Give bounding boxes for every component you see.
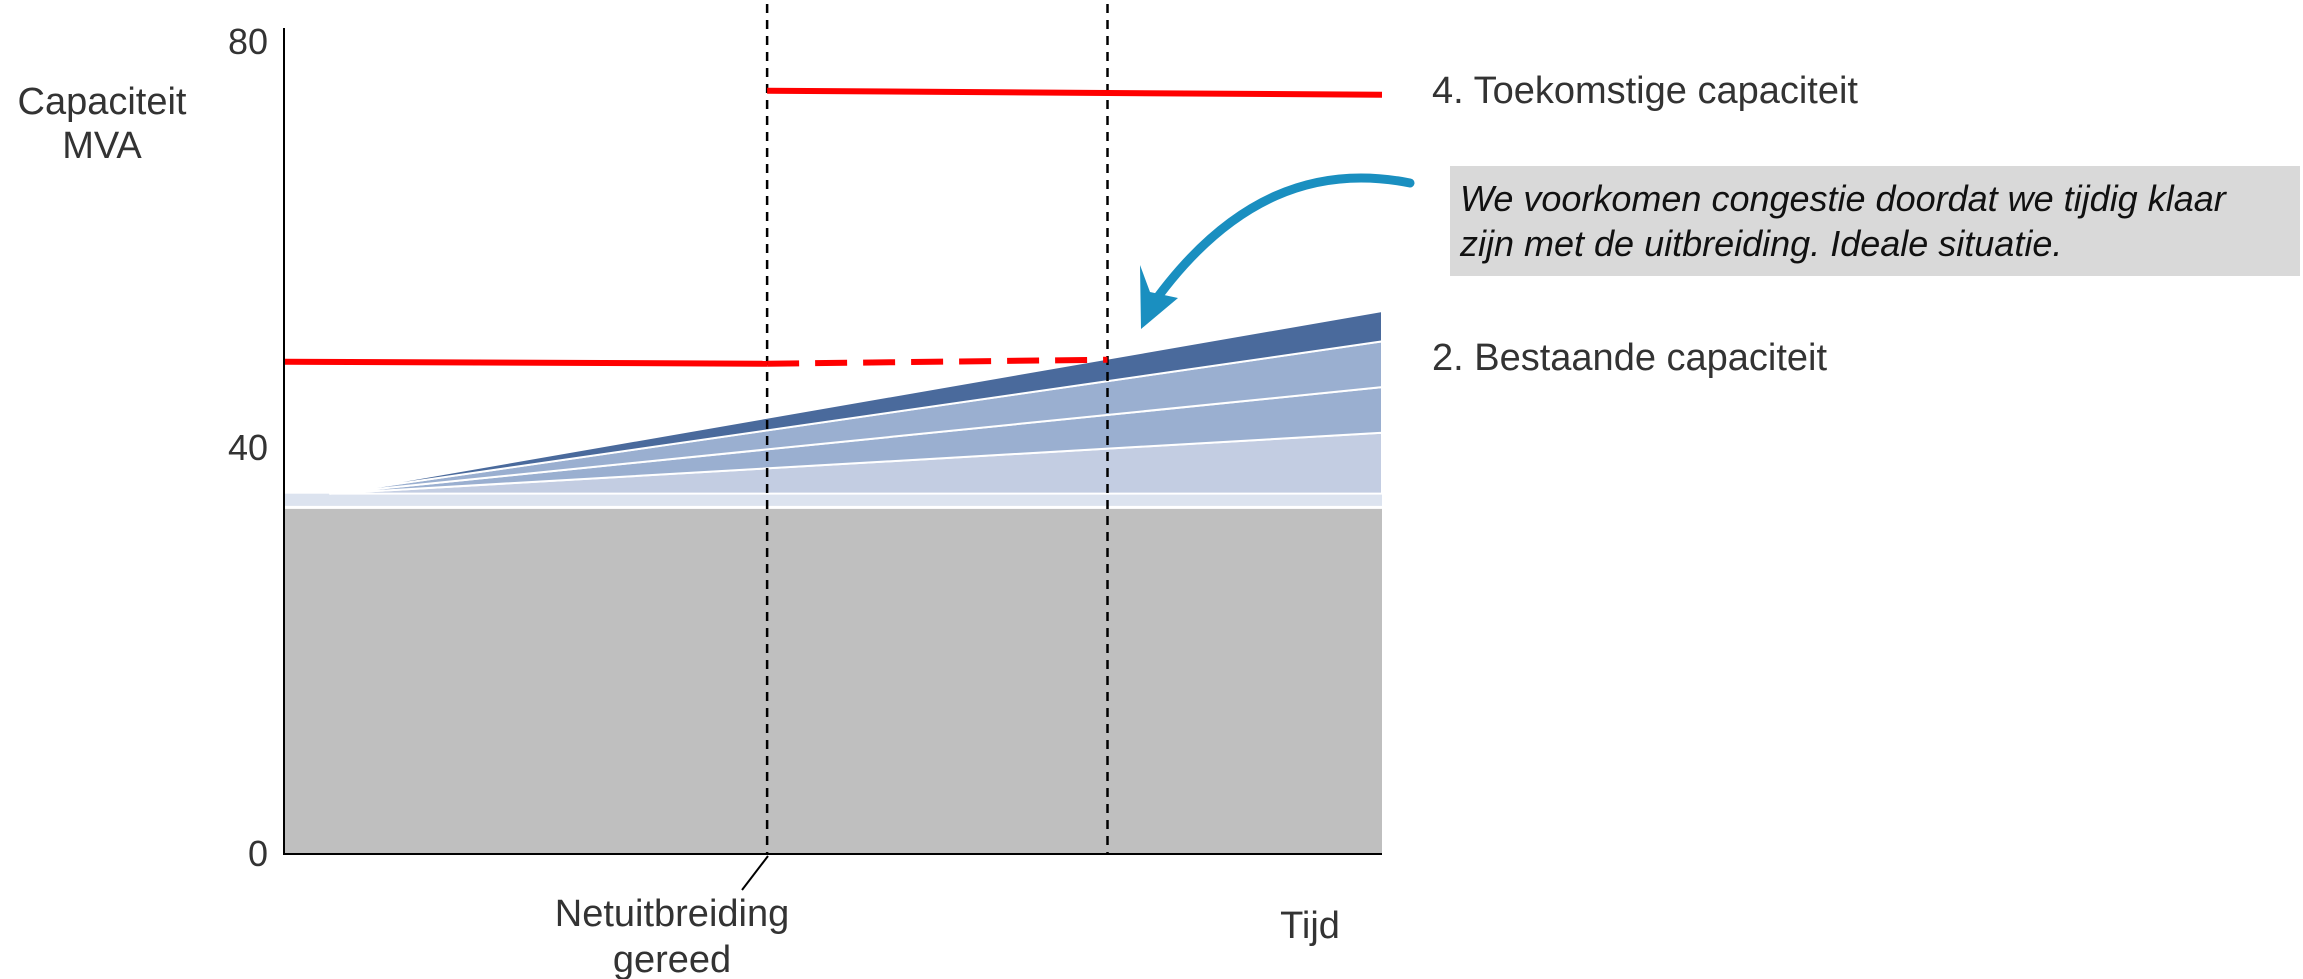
- series-label-future-capacity: 4. Toekomstige capaciteit: [1432, 70, 1858, 112]
- base-load-area: [284, 508, 1382, 854]
- marker-label: Netuitbreiding: [555, 893, 789, 935]
- existing-capacity-line: [283, 358, 768, 367]
- series-labels: 4. Toekomstige capaciteit 2. Bestaande c…: [1432, 70, 1858, 379]
- series-label-existing-capacity: 2. Bestaande capaciteit: [1432, 337, 1827, 379]
- annotation-text-line: We voorkomen congestie doordat we tijdig…: [1460, 178, 2228, 219]
- y-axis-unit: MVA: [62, 125, 142, 167]
- y-tick-label: 40: [228, 427, 268, 468]
- annotation-text-line: zijn met de uitbreiding. Ideale situatie…: [1459, 223, 2062, 264]
- annotation-arrow: [1142, 173, 1415, 317]
- future-capacity-line: [767, 87, 1383, 98]
- annotation: We voorkomen congestie doordat we tijdig…: [1140, 166, 2300, 329]
- x-axis-title: Tijd: [1280, 905, 1340, 947]
- y-tick-label: 80: [228, 21, 268, 62]
- marker-label: gereed: [613, 939, 731, 979]
- annotation-arrowhead: [1140, 265, 1178, 329]
- marker-pointer-line: [741, 855, 769, 891]
- y-tick-label: 0: [248, 833, 268, 874]
- base-load-band: [284, 493, 1382, 506]
- demand-growth-wedge: [329, 309, 1383, 495]
- annotation-box: [1450, 166, 2300, 276]
- existing-capacity-dashed-line: [767, 356, 1108, 367]
- plot-area: [283, 4, 1383, 854]
- y-axis-title: Capaciteit: [18, 81, 187, 123]
- axes: 0 40 80 Capaciteit MVA Tijd Netuitbreidi…: [18, 21, 1382, 979]
